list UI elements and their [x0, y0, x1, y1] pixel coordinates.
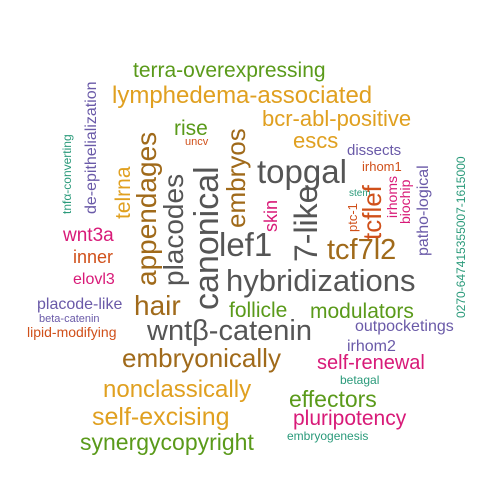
word-terra-overexpressing: terra-overexpressing: [133, 59, 326, 82]
word-7-like: 7-like: [288, 185, 324, 262]
word-self-renewal: self-renewal: [317, 352, 425, 374]
word-lef1: lef1: [219, 226, 273, 263]
word-lymphedema-associated: lymphedema-associated: [112, 82, 373, 109]
word-placode-like: placode-like: [37, 296, 123, 313]
word-de-epithelialization: de-epithelialization: [83, 81, 100, 214]
word-dissects: dissects: [347, 142, 402, 159]
word-follicle: follicle: [229, 299, 288, 322]
word-patho-logical: patho-logical: [415, 165, 432, 256]
word-bcr-abl-positive: bcr-abl-positive: [262, 106, 412, 131]
word-betagal: betagal: [340, 373, 380, 387]
word-wnt3a: wnt3a: [63, 225, 114, 246]
word-stem: stem: [349, 188, 371, 199]
word-placodes: placodes: [158, 173, 189, 286]
word-nonclassically: nonclassically: [103, 376, 252, 403]
word-elovl3: elovl3: [73, 271, 115, 288]
word-skin: skin: [261, 199, 281, 232]
word-uncv: uncv: [185, 136, 209, 148]
word-irhom1: irhom1: [362, 159, 402, 174]
word-embryonically: embryonically: [122, 343, 281, 373]
word-self-excising: self-excising: [92, 403, 230, 431]
word-irhom2: irhom2: [347, 338, 396, 355]
word-outpocketings: outpocketings: [355, 318, 454, 335]
word-beta-catenin: beta-catenin: [39, 313, 100, 325]
word-biochip: biochip: [397, 179, 413, 224]
word-id-number: 0270-647415355007-1615000: [454, 156, 468, 319]
word-rise: rise: [174, 117, 208, 140]
word-hybridizations: hybridizations: [226, 263, 416, 298]
word-tnfa-converting: tnfα-converting: [60, 134, 74, 214]
word-topgal: topgal: [257, 153, 347, 190]
word-lipid-modifying: lipid-modifying: [27, 324, 117, 340]
word-tcf7l2: tcf7l2: [327, 234, 397, 266]
word-pluripotency: pluripotency: [293, 407, 407, 430]
word-hair: hair: [134, 290, 181, 321]
word-escs: escs: [293, 128, 339, 153]
word-wntb-catenin: wntβ-catenin: [147, 315, 312, 347]
word-embryos: embryos: [221, 128, 251, 228]
word-inner: inner: [73, 247, 114, 267]
word-canonical: canonical: [188, 166, 226, 310]
word-synergycopyright: synergycopyright: [80, 429, 254, 455]
word-embryogenesis: embryogenesis: [287, 429, 369, 443]
word-appendages: appendages: [131, 131, 162, 286]
word-effectors: effectors: [289, 386, 377, 412]
word-tcflef: tcflef: [357, 185, 387, 240]
word-modulators: modulators: [310, 300, 414, 323]
